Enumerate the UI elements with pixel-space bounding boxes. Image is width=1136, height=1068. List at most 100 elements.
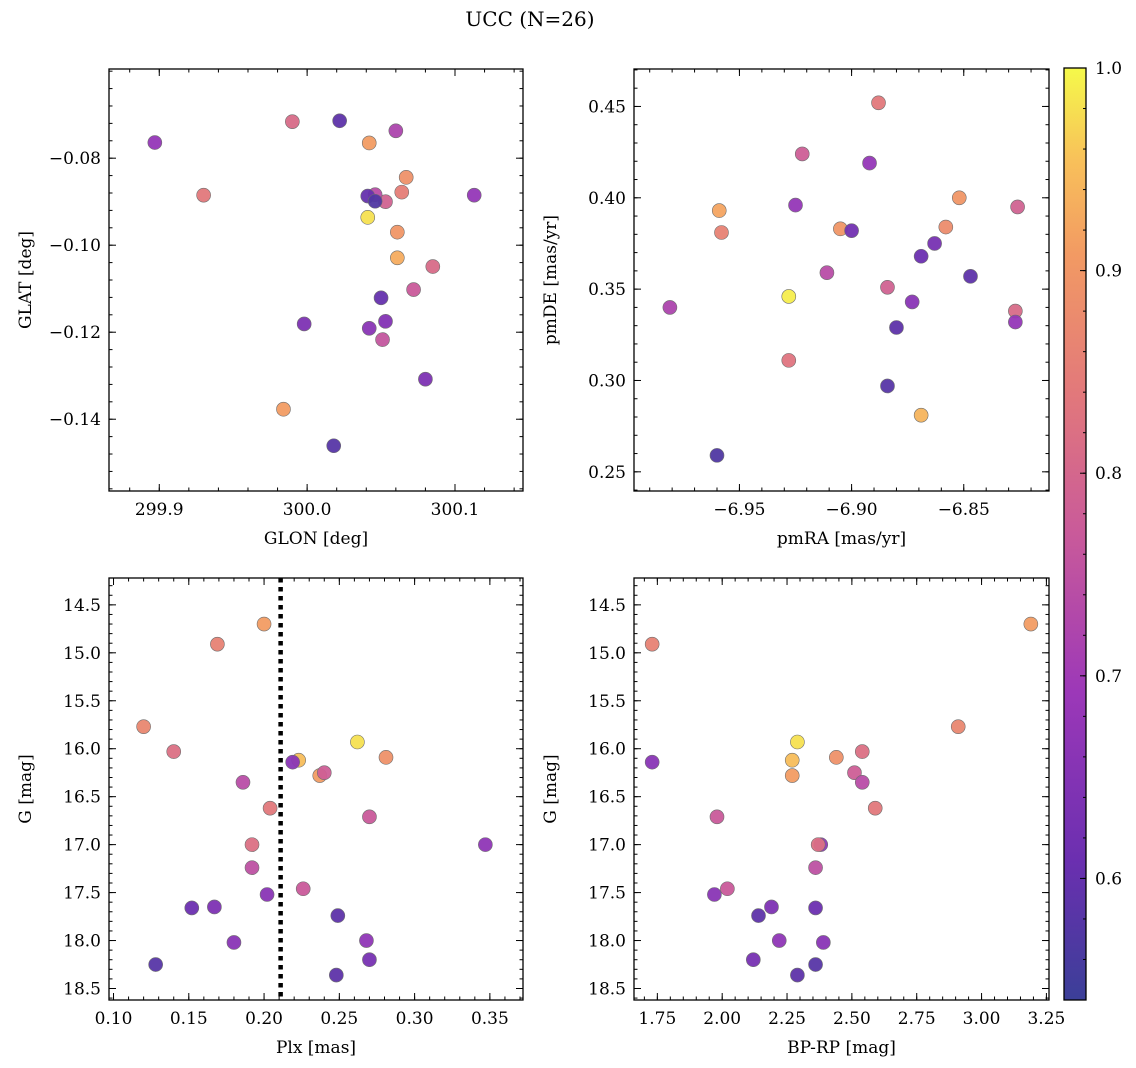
y-tick-label: 14.5 (63, 596, 101, 616)
panel-plx-g: 0.10 0.15 0.20 0.25 0.30 0.35 14.5 15.0 15.5 16.0… (16, 577, 524, 1058)
x-tick-label: 3.25 (1027, 1009, 1065, 1029)
scatter-point (746, 952, 761, 968)
scatter-point (963, 269, 978, 284)
scatter-point (854, 774, 870, 790)
scatter-point (394, 184, 410, 200)
y-tick-label: 15.5 (588, 692, 626, 712)
scatter-point (359, 933, 374, 948)
y-tick-label: −0.14 (49, 410, 101, 430)
scatter-point (781, 353, 797, 368)
scatter-point (764, 899, 779, 915)
scatter-point (378, 750, 394, 765)
scatter-point (361, 320, 377, 336)
scatter-point (927, 236, 942, 251)
figure-title: UCC (N=26) (465, 7, 594, 31)
scatter-point (361, 135, 377, 151)
y-tick-label: 18.0 (63, 932, 101, 952)
y-tick-label: 18.0 (588, 932, 626, 952)
x-axis-label: Plx [mas] (276, 1038, 356, 1058)
scatter-point (360, 210, 376, 225)
scatter-point (256, 616, 272, 632)
panel-glon-glat: 299.9 300.0 300.1 −0.14 −0.12 −0.10 −0.08 GLON … (16, 68, 524, 549)
scatter-point (784, 768, 800, 783)
y-tick-label: 16.5 (588, 788, 626, 808)
x-tick-label: −6.90 (826, 500, 878, 520)
scatter-point (889, 320, 904, 335)
colorbar-tick-label: 0.7 (1095, 667, 1122, 687)
scatter-point (362, 952, 377, 968)
scatter-point (295, 881, 311, 897)
scatter-point (350, 734, 365, 750)
scatter-point (210, 636, 225, 652)
scatter-point (375, 332, 390, 347)
scatter-point (644, 636, 660, 652)
scatter-point (329, 967, 344, 983)
scatter-point (388, 123, 404, 139)
scatter-point (862, 155, 877, 171)
x-tick-label: 0.30 (396, 1009, 434, 1029)
scatter-point (326, 438, 342, 454)
x-tick-label: 0.20 (245, 1009, 283, 1029)
x-tick-label: 1.75 (638, 1009, 676, 1029)
x-tick-label: 0.35 (471, 1009, 509, 1029)
y-tick-label: 18.5 (588, 979, 626, 999)
scatter-point (913, 407, 929, 423)
colorbar-gradient (1064, 68, 1086, 1000)
x-tick-label: 2.25 (768, 1009, 806, 1029)
x-axis-label: GLON [deg] (264, 529, 368, 549)
scatter-point (788, 197, 803, 213)
scatter-point (709, 809, 725, 825)
scatter-point (196, 187, 211, 203)
scatter-point (1023, 616, 1039, 632)
scatter-point (808, 957, 823, 972)
y-tick-label: 0.45 (588, 97, 626, 117)
scatter-point (829, 750, 844, 765)
scatter-point (784, 752, 800, 768)
scatter-point (871, 95, 886, 111)
x-tick-label: 300.1 (431, 500, 480, 520)
x-axis-label: BP-RP [mag] (787, 1038, 896, 1058)
scatter-point (867, 800, 883, 816)
y-axis-label: G [mag] (16, 754, 36, 823)
y-tick-label: 17.5 (63, 884, 101, 904)
y-axis-label: G [mag] (541, 754, 561, 823)
scatter-point (790, 967, 805, 983)
scatter-point (707, 887, 722, 902)
scatter-point (226, 935, 242, 950)
x-tick-label: 299.9 (135, 500, 184, 520)
x-tick-label: 3.00 (963, 1009, 1001, 1029)
scatter-point (136, 719, 151, 734)
scatter-point (425, 259, 441, 274)
scatter-point (296, 316, 312, 332)
colorbar-frame (1063, 67, 1087, 1001)
x-tick-label: 2.75 (898, 1009, 936, 1029)
x-tick-label: 0.25 (320, 1009, 358, 1029)
y-tick-label: 16.0 (63, 740, 101, 760)
scatter-point (794, 146, 810, 162)
scatter-point (938, 219, 954, 235)
scatter-point (951, 190, 967, 206)
scatter-point (950, 719, 966, 734)
x-tick-label: −6.85 (938, 500, 990, 520)
scatter-point (259, 887, 275, 902)
scatter-point (808, 900, 823, 916)
colorbar: 0.6 0.7 0.8 0.9 1.0 (1063, 59, 1122, 1001)
scatter-point (904, 294, 920, 310)
scatter-point (367, 193, 383, 209)
scatter-point (147, 135, 163, 150)
y-tick-label: 16.5 (63, 788, 101, 808)
colorbar-tick-label: 0.8 (1095, 464, 1122, 484)
scatter-point (332, 113, 347, 129)
x-tick-label: 0.15 (170, 1009, 208, 1029)
y-tick-label: 0.30 (588, 371, 626, 391)
colorbar-tick-label: 0.9 (1095, 262, 1122, 282)
plot-frame (633, 68, 1050, 492)
scatter-point (406, 282, 421, 297)
x-tick-label: −6.95 (713, 500, 765, 520)
scatter-point (844, 223, 859, 238)
plot-frame (633, 577, 1050, 1001)
x-tick-label: 2.00 (703, 1009, 741, 1029)
scatter-point (148, 957, 163, 972)
scatter-point (466, 187, 482, 203)
